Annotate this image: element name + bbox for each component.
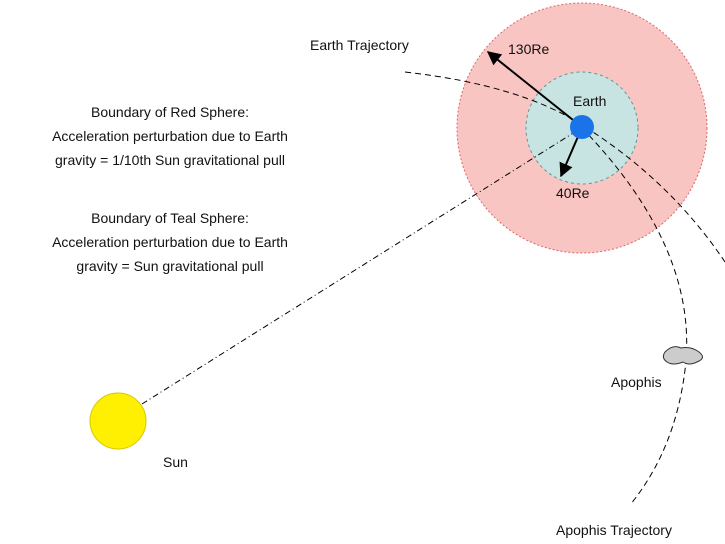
label: Acceleration perturbation due to Earth bbox=[52, 128, 288, 144]
sun bbox=[89, 392, 147, 450]
label: Apophis bbox=[611, 374, 662, 390]
apophis bbox=[662, 346, 703, 365]
label: Earth Trajectory bbox=[310, 37, 409, 53]
label: gravity = Sun gravitational pull bbox=[76, 258, 263, 274]
earth bbox=[570, 115, 594, 139]
label: Apophis Trajectory bbox=[556, 522, 672, 538]
label: 130Re bbox=[508, 41, 549, 57]
label: 40Re bbox=[556, 185, 590, 201]
teal-radius-arrow bbox=[559, 131, 581, 178]
label: gravity = 1/10th Sun gravitational pull bbox=[55, 152, 285, 168]
sun-earth-line bbox=[141, 129, 579, 405]
label: Sun bbox=[163, 454, 188, 470]
label: Earth bbox=[573, 93, 606, 109]
red-radius-arrow bbox=[486, 51, 579, 125]
label: Boundary of Red Sphere: bbox=[91, 104, 249, 120]
label: Acceleration perturbation due to Earth bbox=[52, 234, 288, 250]
label: Boundary of Teal Sphere: bbox=[91, 210, 249, 226]
